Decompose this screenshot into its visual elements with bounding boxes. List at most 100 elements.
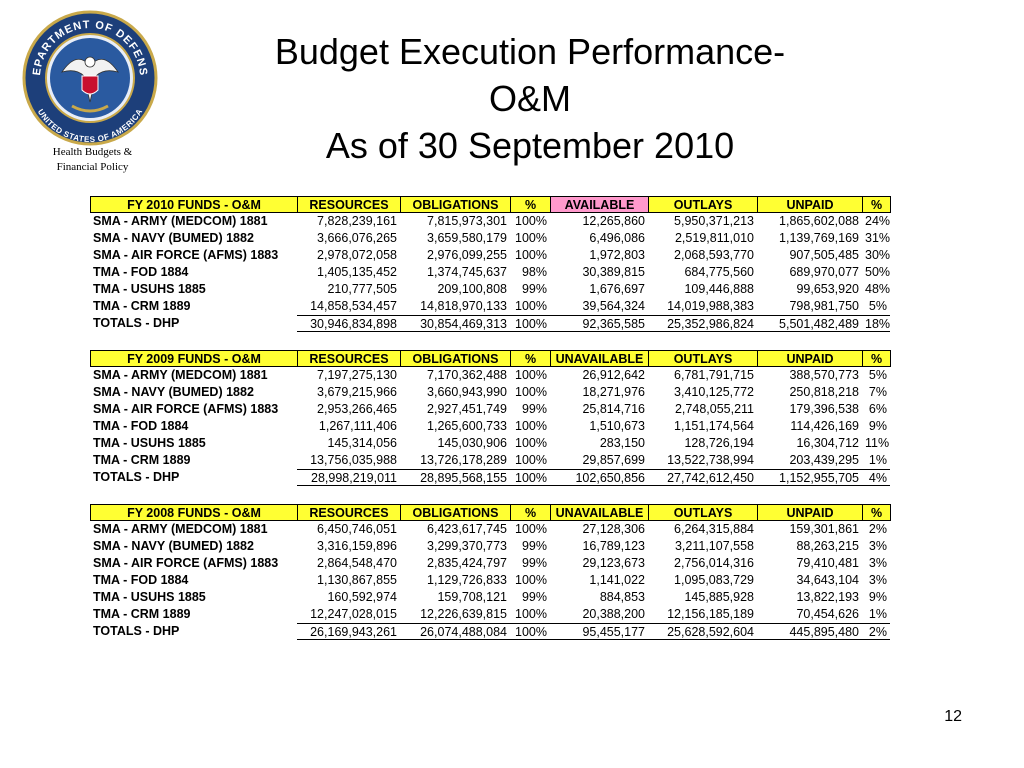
data-cell: 26,074,488,084 (400, 623, 510, 640)
data-cell: 79,410,481 (796, 556, 859, 570)
data-cell: 9% (868, 590, 887, 604)
data-cell: 179,396,538 (789, 402, 859, 416)
data-cell: 7% (868, 385, 887, 399)
data-cell: 7,828,239,161 (317, 214, 397, 228)
header-cell: FY 2009 FUNDS - O&M (90, 350, 298, 367)
header-cell: OBLIGATIONS (400, 350, 511, 367)
data-cell: 2% (868, 522, 887, 536)
data-cell: 27,128,306 (582, 522, 645, 536)
budget-table: FY 2008 FUNDS - O&M RESOURCES OBLIGATIONS%… (90, 504, 891, 640)
row-label: TMA - USUHS 1885 (93, 436, 206, 450)
data-cell: 2,748,055,211 (674, 402, 754, 416)
data-cell: 99% (521, 556, 547, 570)
data-cell: 2,927,451,749 (427, 402, 507, 416)
data-cell: 88,263,215 (796, 539, 859, 553)
data-cell: 13,822,193 (796, 590, 859, 604)
data-cell: 34,643,104 (796, 573, 859, 587)
row-label: SMA - ARMY (MEDCOM) 1881 (93, 522, 268, 536)
data-cell: 26,912,642 (582, 368, 645, 382)
header-cell: FY 2008 FUNDS - O&M (90, 504, 298, 521)
data-cell: 2,864,548,470 (317, 556, 397, 570)
data-cell: 25,628,592,604 (648, 623, 757, 640)
data-cell: 14,818,970,133 (420, 299, 507, 313)
header-cell: % (862, 350, 891, 367)
title-line: As of 30 September 2010 (325, 125, 735, 166)
row-label: SMA - AIR FORCE (AFMS) 1883 (93, 402, 279, 416)
caption-line: Health Budgets & (52, 146, 133, 158)
data-cell: 203,439,295 (789, 453, 859, 467)
row-label: TOTALS - DHP (93, 624, 180, 638)
data-cell: 3% (868, 556, 887, 570)
data-cell: 18% (862, 315, 890, 332)
data-cell: 109,446,888 (684, 282, 754, 296)
data-cell: 1,267,111,406 (318, 419, 397, 433)
data-cell: 283,150 (599, 436, 645, 450)
data-cell: 100% (515, 453, 547, 467)
data-cell: 1,405,135,452 (317, 265, 397, 279)
data-cell: 30,946,834,898 (297, 315, 400, 332)
data-cell: 159,301,861 (789, 522, 859, 536)
row-label: TMA - FOD 1884 (93, 265, 189, 279)
row-label: TMA - USUHS 1885 (93, 282, 206, 296)
data-cell: 98% (521, 265, 547, 279)
data-cell: 99% (521, 590, 547, 604)
data-cell: 3,679,215,966 (317, 385, 397, 399)
data-cell: 160,592,974 (327, 590, 397, 604)
header-cell: RESOURCES (297, 196, 401, 213)
data-cell: 159,708,121 (437, 590, 507, 604)
data-cell: 128,726,194 (684, 436, 754, 450)
header-cell: UNPAID (757, 196, 863, 213)
data-cell: 99,653,920 (796, 282, 859, 296)
header-cell: OUTLAYS (648, 350, 758, 367)
data-cell: 2,835,424,797 (427, 556, 507, 570)
data-cell: 27,742,612,450 (648, 469, 757, 486)
data-cell: 100% (510, 315, 550, 332)
data-cell: 99% (521, 402, 547, 416)
page-number: 12 (944, 708, 962, 725)
data-cell: 25,814,716 (582, 402, 645, 416)
row-label: SMA - AIR FORCE (AFMS) 1883 (93, 556, 279, 570)
data-cell: 25,352,986,824 (648, 315, 757, 332)
data-cell: 1,374,745,637 (427, 265, 507, 279)
row-label: TMA - FOD 1884 (93, 573, 189, 587)
row-label: TOTALS - DHP (93, 470, 180, 484)
header-cell: UNAVAILABLE (550, 504, 649, 521)
data-cell: 114,426,169 (790, 419, 859, 433)
data-cell: 50% (865, 265, 890, 279)
data-cell: 689,970,077 (789, 265, 859, 279)
data-cell: 6,423,617,745 (427, 522, 507, 536)
data-cell: 1,865,602,088 (779, 214, 859, 228)
budget-table: FY 2009 FUNDS - O&M RESOURCES OBLIGATIONS%… (90, 350, 891, 486)
header-cell: % (862, 504, 891, 521)
header-cell: RESOURCES (297, 504, 401, 521)
title-line: Budget Execution Performance- (274, 31, 786, 72)
row-label: TMA - USUHS 1885 (93, 590, 206, 604)
data-cell: 3,299,370,773 (427, 539, 507, 553)
data-cell: 100% (515, 385, 547, 399)
data-cell: 3,666,076,265 (317, 231, 397, 245)
header-cell: RESOURCES (297, 350, 401, 367)
data-cell: 1% (868, 607, 887, 621)
row-label: SMA - NAVY (BUMED) 1882 (93, 231, 254, 245)
data-cell: 7,815,973,301 (427, 214, 507, 228)
data-cell: 7,197,275,130 (317, 368, 397, 382)
data-cell: 28,998,219,011 (297, 469, 400, 486)
data-cell: 3% (868, 573, 887, 587)
data-cell: 24% (865, 214, 890, 228)
data-cell: 1% (868, 453, 887, 467)
data-cell: 5,501,482,489 (757, 315, 862, 332)
data-cell: 30,854,469,313 (400, 315, 510, 332)
data-cell: 6,264,315,884 (674, 522, 754, 536)
data-cell: 100% (515, 231, 547, 245)
data-cell: 1,139,769,169 (779, 231, 859, 245)
header-cell: OUTLAYS (648, 196, 758, 213)
data-cell: 3,410,125,772 (674, 385, 754, 399)
header-cell: % (510, 196, 551, 213)
data-cell: 6,450,746,051 (317, 522, 397, 536)
data-cell: 99% (521, 282, 547, 296)
data-cell: 100% (515, 573, 547, 587)
data-cell: 1,141,022 (589, 573, 645, 587)
data-cell: 3,211,107,558 (674, 539, 754, 553)
data-cell: 100% (515, 522, 547, 536)
